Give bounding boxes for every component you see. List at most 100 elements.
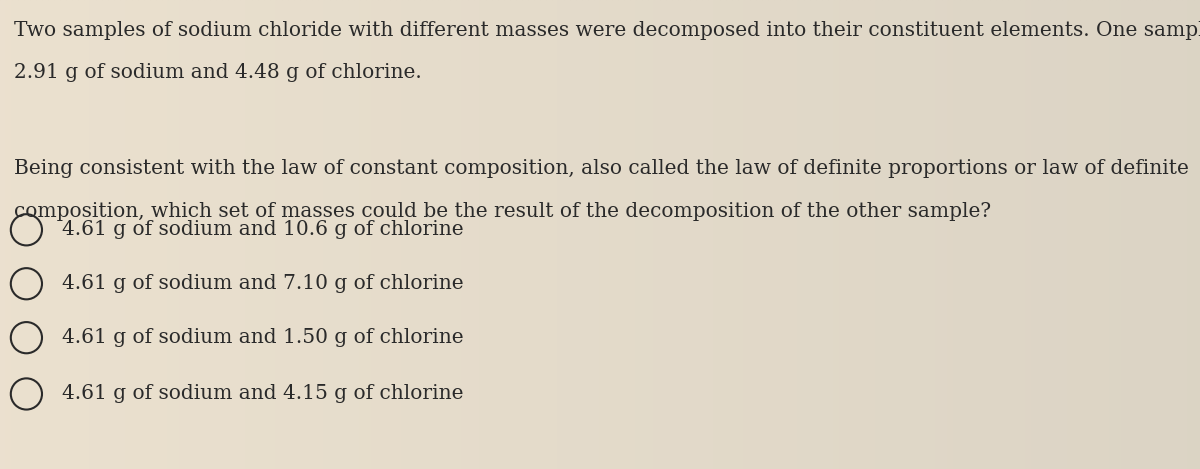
Bar <box>900 0 906 469</box>
Bar <box>1182 0 1188 469</box>
Bar <box>366 0 372 469</box>
Bar <box>258 0 264 469</box>
Bar <box>882 0 888 469</box>
Bar <box>426 0 432 469</box>
Bar <box>924 0 930 469</box>
Bar <box>384 0 390 469</box>
Bar <box>1026 0 1032 469</box>
Bar <box>312 0 318 469</box>
Text: composition, which set of masses could be the result of the decomposition of the: composition, which set of masses could b… <box>14 202 991 221</box>
Bar <box>204 0 210 469</box>
Bar <box>180 0 186 469</box>
Bar <box>1134 0 1140 469</box>
Bar <box>948 0 954 469</box>
Bar <box>1146 0 1152 469</box>
Bar <box>942 0 948 469</box>
Bar <box>114 0 120 469</box>
Bar <box>618 0 624 469</box>
Bar <box>636 0 642 469</box>
Bar <box>558 0 564 469</box>
Bar <box>1020 0 1026 469</box>
Bar <box>150 0 156 469</box>
Bar <box>432 0 438 469</box>
Bar <box>324 0 330 469</box>
Bar <box>936 0 942 469</box>
Bar <box>708 0 714 469</box>
Bar <box>498 0 504 469</box>
Bar <box>216 0 222 469</box>
Bar <box>534 0 540 469</box>
Bar <box>84 0 90 469</box>
Bar <box>648 0 654 469</box>
Bar <box>246 0 252 469</box>
Bar <box>108 0 114 469</box>
Bar <box>156 0 162 469</box>
Bar <box>894 0 900 469</box>
Bar <box>1062 0 1068 469</box>
Bar <box>6 0 12 469</box>
Bar <box>660 0 666 469</box>
Bar <box>1086 0 1092 469</box>
Bar <box>378 0 384 469</box>
Bar <box>672 0 678 469</box>
Bar <box>960 0 966 469</box>
Bar <box>762 0 768 469</box>
Bar <box>270 0 276 469</box>
Bar <box>552 0 558 469</box>
Bar <box>1152 0 1158 469</box>
Bar <box>348 0 354 469</box>
Bar <box>786 0 792 469</box>
Bar <box>1098 0 1104 469</box>
Bar <box>1092 0 1098 469</box>
Bar <box>1140 0 1146 469</box>
Bar <box>792 0 798 469</box>
Bar <box>480 0 486 469</box>
Bar <box>966 0 972 469</box>
Bar <box>120 0 126 469</box>
Bar <box>606 0 612 469</box>
Bar <box>1122 0 1128 469</box>
Bar <box>186 0 192 469</box>
Bar <box>102 0 108 469</box>
Bar <box>546 0 552 469</box>
Bar <box>12 0 18 469</box>
Bar <box>288 0 294 469</box>
Bar <box>822 0 828 469</box>
Bar <box>642 0 648 469</box>
Bar <box>24 0 30 469</box>
Bar <box>474 0 480 469</box>
Bar <box>390 0 396 469</box>
Bar <box>930 0 936 469</box>
Bar <box>1044 0 1050 469</box>
Bar <box>594 0 600 469</box>
Bar <box>798 0 804 469</box>
Bar <box>768 0 774 469</box>
Text: 4.61 g of sodium and 4.15 g of chlorine: 4.61 g of sodium and 4.15 g of chlorine <box>62 385 464 403</box>
Bar <box>330 0 336 469</box>
Bar <box>870 0 876 469</box>
Bar <box>342 0 348 469</box>
Bar <box>60 0 66 469</box>
Bar <box>240 0 246 469</box>
Bar <box>756 0 762 469</box>
Bar <box>834 0 840 469</box>
Bar <box>210 0 216 469</box>
Bar <box>468 0 474 469</box>
Bar <box>1080 0 1086 469</box>
Bar <box>522 0 528 469</box>
Bar <box>168 0 174 469</box>
Bar <box>264 0 270 469</box>
Bar <box>438 0 444 469</box>
Bar <box>18 0 24 469</box>
Bar <box>840 0 846 469</box>
Bar <box>852 0 858 469</box>
Bar <box>222 0 228 469</box>
Bar <box>570 0 576 469</box>
Bar <box>1056 0 1062 469</box>
Bar <box>408 0 414 469</box>
Bar <box>492 0 498 469</box>
Bar <box>774 0 780 469</box>
Bar <box>978 0 984 469</box>
Bar <box>132 0 138 469</box>
Bar <box>540 0 546 469</box>
